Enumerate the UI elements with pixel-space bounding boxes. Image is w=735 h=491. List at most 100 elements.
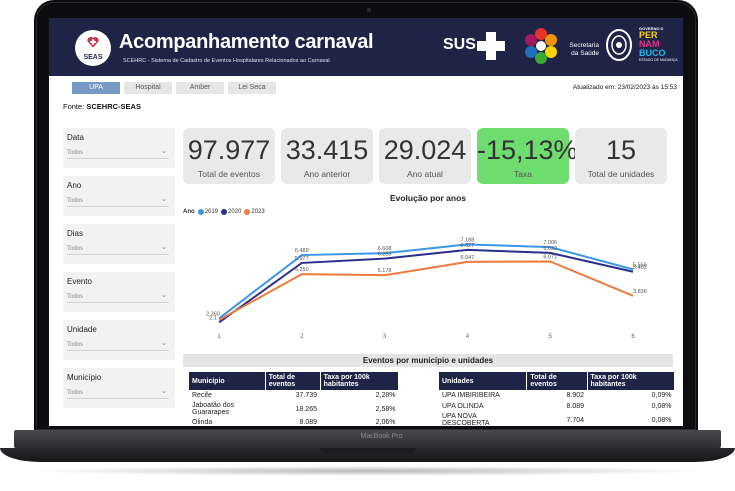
dashboard-screen: SEAS Acompanhamento carnaval SCEHRC - Si… xyxy=(49,18,683,426)
filter-label: Município xyxy=(67,373,102,382)
col-taxa[interactable]: Taxa por 100k habitantes xyxy=(587,372,676,390)
x-tick-label: 3 xyxy=(383,334,387,340)
kpi-value: 15 xyxy=(605,135,637,165)
series-line-2019 xyxy=(218,243,634,320)
col-total-eventos[interactable]: Total de eventos xyxy=(526,372,588,390)
filter-label: Ano xyxy=(67,181,82,190)
x-tick-label: 6 xyxy=(631,334,635,340)
series-line-2023 xyxy=(218,260,634,321)
kpi-value: 97.977 xyxy=(187,135,271,165)
chevron-down-icon: ⌄ xyxy=(161,196,167,203)
table-row[interactable]: UPA OLINDA 8.089 0,08% xyxy=(439,401,675,412)
table-row[interactable]: Olinda 8.089 2,06% xyxy=(189,417,399,426)
kpi-label: Ano anterior xyxy=(303,169,351,179)
kpi-label: Taxa xyxy=(514,169,532,179)
sus-logo-text: SUS xyxy=(443,36,476,53)
data-label: 2.1 xyxy=(209,315,217,321)
legend-label-2020: 2020 xyxy=(228,209,242,215)
kpi-ano-atual: 29.024 Ano atual xyxy=(379,128,471,184)
filter-label: Dias xyxy=(67,229,84,238)
filter-unidade[interactable]: Unidade Todos ⌄ xyxy=(63,320,175,360)
cell-taxa: 0,09% xyxy=(651,392,672,399)
filter-underline xyxy=(67,302,169,303)
filter-value: Todos xyxy=(67,390,84,396)
tab-hospital[interactable]: Hospital xyxy=(124,82,172,94)
sus-cross-icon xyxy=(477,32,505,60)
table-section-title: Eventos por município e unidades xyxy=(183,354,673,367)
data-label: 3.836 xyxy=(633,289,647,295)
cell-name: UPA OLINDA xyxy=(442,403,484,410)
table-row[interactable]: Jaboatão dos Guararapes 18.265 2,58% xyxy=(189,401,399,417)
kpi-label: Total de unidades xyxy=(587,169,655,179)
cell-taxa: 2,58% xyxy=(375,405,396,413)
cell-total: 8.089 xyxy=(566,403,585,410)
filter-label: Data xyxy=(67,133,84,142)
table-row[interactable]: UPA NOVA DESCOBERTA 7.704 0,08% xyxy=(439,412,675,426)
chevron-down-icon: ⌄ xyxy=(161,388,167,395)
cell-total: 8.089 xyxy=(299,419,318,426)
dashboard-header: SEAS Acompanhamento carnaval SCEHRC - Si… xyxy=(49,18,683,76)
filter-value: Todos xyxy=(67,198,84,204)
tab-lei-seca[interactable]: Lei Seca xyxy=(228,82,276,94)
data-label: 6.632 xyxy=(543,246,557,252)
x-tick-label: 2 xyxy=(300,334,304,340)
col-unidades[interactable]: Unidades xyxy=(439,372,528,390)
chevron-down-icon: ⌄ xyxy=(161,148,167,155)
secretaria-label: Secretaria da Saúde xyxy=(569,42,599,57)
cell-name: Olinda xyxy=(192,419,213,426)
kpi-value: 29.024 xyxy=(383,135,467,165)
filter-underline xyxy=(67,158,169,159)
table-row[interactable]: UPA IMBIRIBEIRA 8.902 0,09% xyxy=(439,390,675,401)
table-row[interactable]: Recife 37.739 2,28% xyxy=(189,390,399,401)
filter-label: Unidade xyxy=(67,325,97,334)
filter-ano[interactable]: Ano Todos ⌄ xyxy=(63,176,175,216)
laptop-body xyxy=(0,448,735,462)
data-label: 7.006 xyxy=(543,240,557,246)
municipio-table: Município Total de eventos Taxa por 100k… xyxy=(189,372,400,426)
kpi-total-eventos: 97.977 Total de eventos xyxy=(183,128,275,184)
data-label: 7.188 xyxy=(461,237,475,243)
page-title: Acompanhamento carnaval xyxy=(119,31,374,53)
cell-total: 8.902 xyxy=(566,392,585,399)
filter-evento[interactable]: Evento Todos ⌄ xyxy=(63,272,175,312)
heart-icon xyxy=(87,37,99,48)
col-taxa[interactable]: Taxa por 100k habitantes xyxy=(320,372,400,390)
filter-value: Todos xyxy=(67,246,84,252)
data-label: 5.977 xyxy=(295,256,309,262)
col-total-eventos[interactable]: Total de eventos xyxy=(265,372,321,390)
laptop-hinge: MacBook Pro xyxy=(14,430,721,448)
tab-amber[interactable]: Amber xyxy=(176,82,224,94)
filter-data[interactable]: Data Todos ⌄ xyxy=(63,128,175,168)
legend-dot-2023 xyxy=(244,209,251,215)
kpi-label: Total de eventos xyxy=(198,169,260,179)
seas-logo: SEAS xyxy=(75,30,111,66)
data-label: 6.827 xyxy=(461,243,475,249)
table-header-row: Município Total de eventos Taxa por 100k… xyxy=(189,372,400,390)
filter-underline xyxy=(67,350,169,351)
cell-taxa: 2,28% xyxy=(375,392,396,399)
laptop-shadow xyxy=(28,466,708,476)
evolucao-line-chart: 2.360 6.489 6.608 7.188 7.006 5.556 2.1 5.977 6.… xyxy=(206,237,647,340)
table-header-row: Unidades Total de eventos Taxa por 100k … xyxy=(439,372,676,390)
legend-dot-2019 xyxy=(197,209,204,215)
data-label: 6.047 xyxy=(461,255,475,261)
filter-value: Todos xyxy=(67,342,84,348)
filter-municipio[interactable]: Município Todos ⌄ xyxy=(63,368,175,408)
chevron-down-icon: ⌄ xyxy=(161,340,167,347)
kpi-taxa: -15,13% Taxa xyxy=(477,128,578,184)
kpi-value: -15,13% xyxy=(477,135,578,165)
filter-dias[interactable]: Dias Todos ⌄ xyxy=(63,224,175,264)
col-municipio[interactable]: Município xyxy=(189,372,266,390)
chart-title: Evolução por anos xyxy=(389,193,467,203)
data-label: 6.258 xyxy=(378,252,392,258)
legend-label-2023: 2023 xyxy=(251,209,265,215)
tab-upa[interactable]: UPA xyxy=(72,82,120,94)
x-tick-label: 5 xyxy=(549,334,553,340)
camera-icon xyxy=(367,8,371,12)
cell-name: UPA NOVA DESCOBERTA xyxy=(442,413,490,426)
cell-total: 7.704 xyxy=(566,416,585,424)
chevron-down-icon: ⌄ xyxy=(161,292,167,299)
cell-name: Jaboatão dos Guararapes xyxy=(192,402,235,416)
legend-dot-2020 xyxy=(221,209,228,215)
data-label: 6.489 xyxy=(295,248,309,254)
